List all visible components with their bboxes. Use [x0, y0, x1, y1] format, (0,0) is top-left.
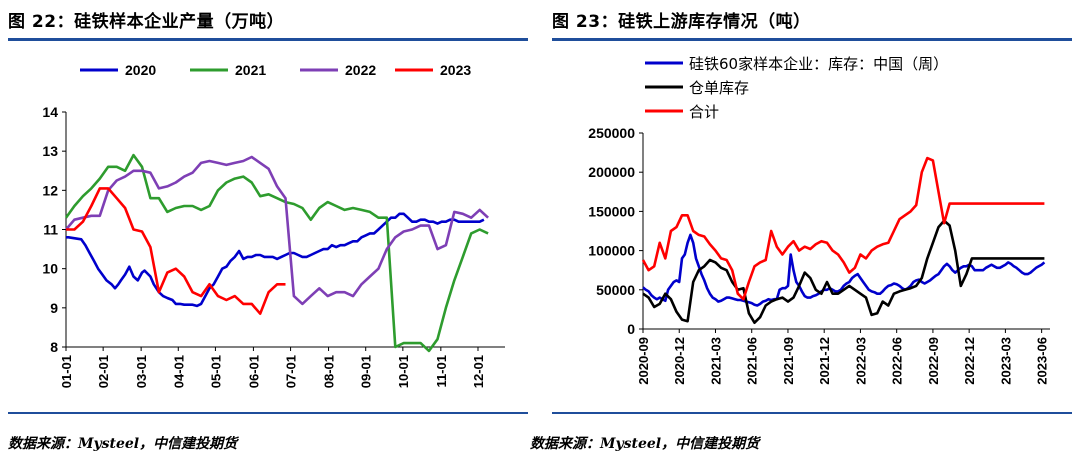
x-tick-label: 2021-09 — [781, 337, 796, 385]
left-source-note: 数据来源：Mysteel，中信建投期货 — [8, 436, 238, 452]
legend-label: 硅铁60家样本企业：库存：中国（周） — [689, 55, 948, 73]
x-tick-label: 2022-03 — [853, 337, 868, 385]
series-line-2020 — [66, 212, 485, 308]
left-chart-title: 图 22：硅铁样本企业产量（万吨） — [8, 12, 285, 32]
x-tick-label: 05-01 — [208, 355, 223, 388]
y-tick-label: 14 — [42, 104, 58, 120]
x-tick-label: 03-01 — [134, 355, 149, 388]
series-line-2021 — [64, 153, 489, 353]
x-tick-label: 07-01 — [284, 355, 299, 388]
right-bottom-rule — [552, 412, 1072, 414]
x-tick-label: 11-01 — [434, 355, 449, 388]
series-line-2022 — [65, 155, 489, 306]
y-tick-label: 10 — [42, 261, 58, 277]
x-tick-label: 2020-09 — [636, 337, 651, 385]
legend-label: 2023 — [440, 62, 471, 78]
series-line-仓单库存 — [642, 219, 1045, 325]
right-chart-title: 图 23：硅铁上游库存情况（吨） — [552, 12, 811, 32]
x-tick-label: 2020-12 — [672, 337, 687, 385]
y-tick-label: 100000 — [588, 243, 635, 259]
left-bottom-rule — [8, 412, 528, 414]
x-tick-label: 2023-06 — [1035, 337, 1050, 385]
x-tick-label: 09-01 — [359, 355, 374, 388]
x-tick-label: 01-01 — [59, 355, 74, 388]
left-line-chart: 8 9 10 11 12 13 14 01-01 02-01 03-01 04-01 05-01 06-… — [42, 62, 505, 388]
x-tick-label: 2022-12 — [962, 337, 977, 385]
legend-label: 2020 — [125, 62, 156, 78]
series-line-硅铁60家样本企业：库存：中国（周） — [642, 233, 1046, 307]
left-top-rule — [8, 38, 528, 41]
y-tick-label: 9 — [50, 300, 58, 316]
legend-label: 2022 — [345, 62, 376, 78]
x-tick-label: 06-01 — [246, 355, 261, 388]
x-tick-label: 08-01 — [322, 355, 337, 388]
x-tick-label: 04-01 — [171, 355, 186, 388]
right-line-chart: 0 50000 100000 150000 200000 250000 2020-09 202… — [588, 55, 1050, 385]
y-tick-label: 8 — [50, 339, 58, 355]
legend-label: 2021 — [235, 62, 266, 78]
legend-label: 合计 — [689, 103, 719, 121]
x-tick-label: 10-01 — [396, 355, 411, 388]
series-line-合计 — [641, 156, 1045, 301]
x-tick-label: 2021-03 — [708, 337, 723, 385]
y-tick-label: 12 — [42, 182, 58, 198]
right-top-rule — [552, 38, 1072, 41]
right-source-note: 数据来源：Mysteel，中信建投期货 — [530, 436, 760, 452]
x-tick-label: 2022-09 — [926, 337, 941, 385]
x-tick-label: 2021-12 — [817, 337, 832, 385]
legend-label: 仓单库存 — [689, 79, 749, 97]
series-line-2023 — [66, 187, 286, 316]
y-tick-label: 250000 — [588, 125, 635, 141]
x-tick-label: 2021-06 — [745, 337, 760, 385]
x-tick-label: 12-01 — [471, 355, 486, 388]
y-tick-label: 0 — [627, 321, 635, 337]
y-tick-label: 150000 — [588, 203, 635, 219]
x-tick-label: 02-01 — [96, 355, 111, 388]
y-tick-label: 50000 — [596, 282, 635, 298]
x-tick-label: 2022-06 — [890, 337, 905, 385]
y-tick-label: 200000 — [588, 164, 635, 180]
y-tick-label: 13 — [42, 143, 58, 159]
y-tick-label: 11 — [43, 222, 58, 238]
x-tick-label: 2023-03 — [998, 337, 1013, 385]
